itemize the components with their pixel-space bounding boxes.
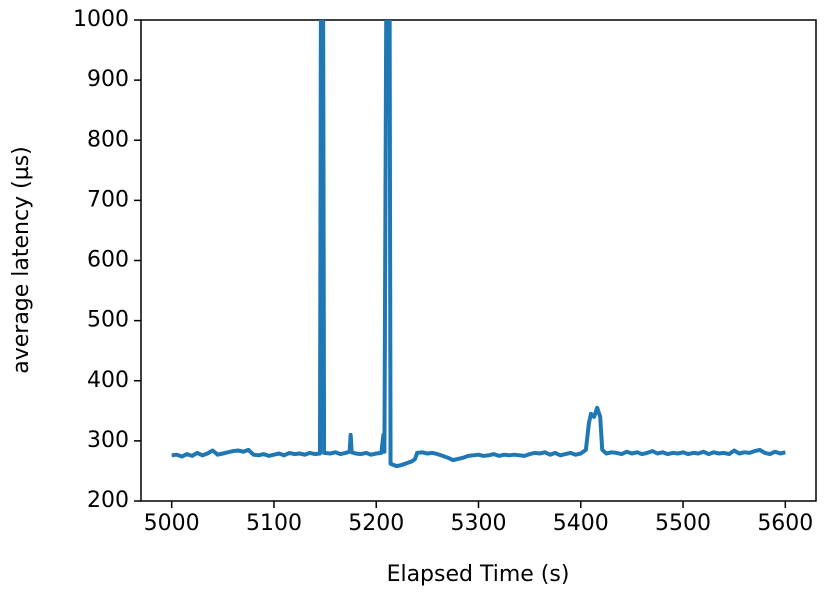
y-tick-label: 200 (87, 488, 129, 513)
x-tick-label: 5300 (451, 511, 507, 536)
y-tick-label: 700 (87, 187, 129, 212)
y-tick-label: 800 (87, 127, 129, 152)
x-tick-label: 5500 (655, 511, 711, 536)
latency-line (171, 20, 786, 469)
x-axis-label: Elapsed Time (s) (387, 562, 570, 587)
x-tick-label: 5600 (757, 511, 813, 536)
y-tick-label: 1000 (73, 7, 129, 32)
y-tick-label: 300 (87, 428, 129, 453)
x-tick-label: 5000 (144, 511, 200, 536)
y-tick-label: 900 (87, 67, 129, 92)
y-tick-label: 400 (87, 368, 129, 393)
x-tick-label: 5400 (553, 511, 609, 536)
x-tick-label: 5100 (246, 511, 302, 536)
x-tick-label: 5200 (348, 511, 404, 536)
y-tick-label: 500 (87, 308, 129, 333)
y-tick-label: 600 (87, 248, 129, 273)
y-axis-label: average latency (µs) (9, 146, 34, 374)
plot-frame (140, 19, 817, 502)
